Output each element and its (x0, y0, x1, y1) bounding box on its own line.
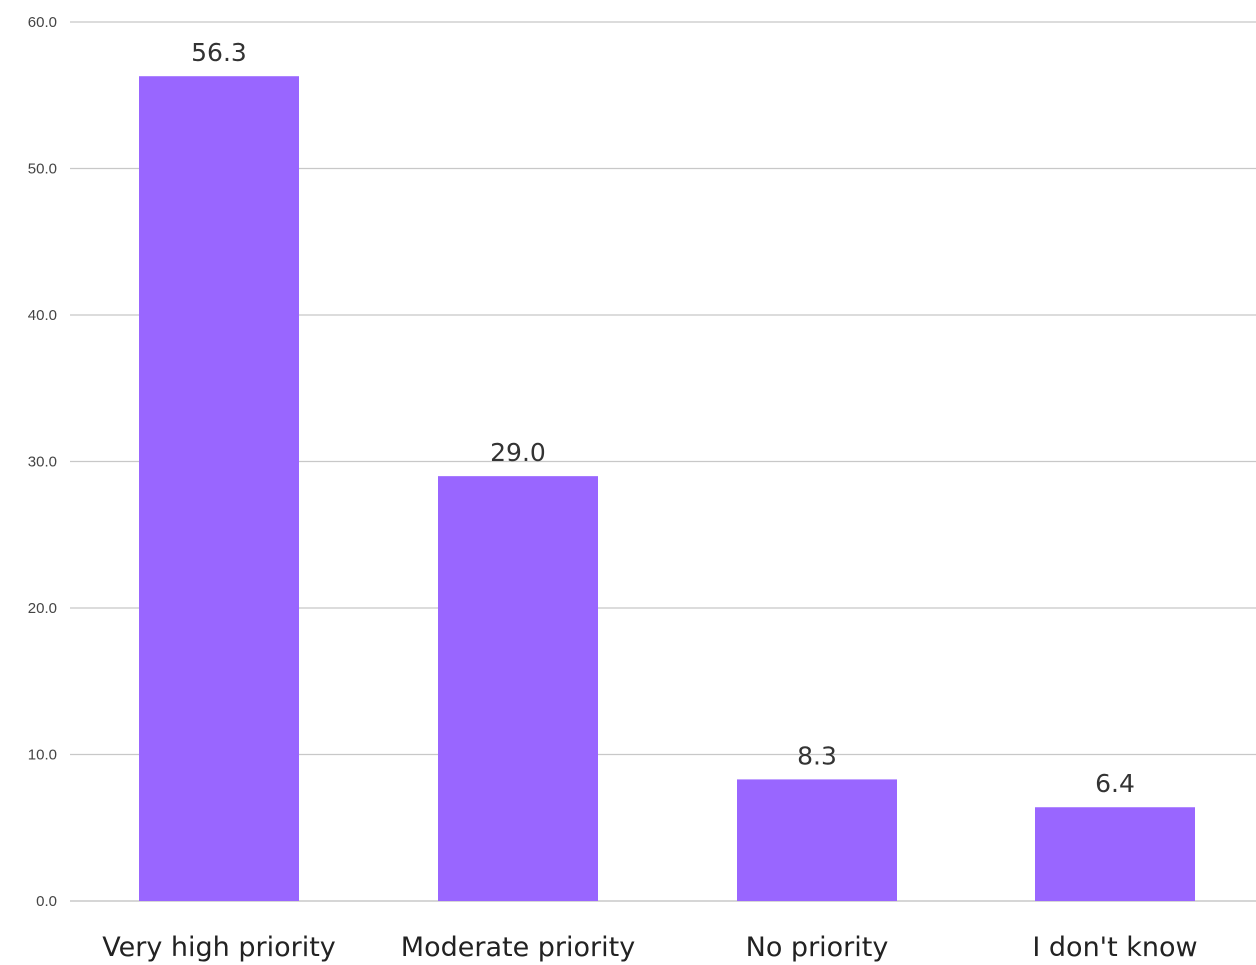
y-tick-label: 10.0 (28, 747, 57, 764)
data-label: 8.3 (797, 741, 837, 770)
bar (737, 779, 897, 901)
y-tick-label: 20.0 (28, 600, 57, 617)
y-tick-label: 30.0 (28, 454, 57, 471)
y-tick-label: 40.0 (28, 307, 57, 324)
y-tick-label: 50.0 (28, 161, 57, 178)
x-tick-label: I don't know (1032, 932, 1197, 963)
bar (1035, 807, 1195, 901)
bar (438, 476, 598, 901)
x-tick-label: No priority (746, 932, 889, 963)
y-axis-ticks: 0.0 10.0 20.0 30.0 40.0 50.0 60.0 (28, 14, 57, 910)
bars (139, 76, 1195, 901)
data-label: 56.3 (191, 38, 247, 67)
bar (139, 76, 299, 901)
y-tick-label: 0.0 (36, 893, 57, 910)
data-label: 6.4 (1095, 769, 1135, 798)
x-axis-ticks: Very high priority Moderate priority No pr… (102, 932, 1197, 963)
data-labels: 56.3 29.0 8.3 6.4 (191, 38, 1135, 798)
data-label: 29.0 (490, 438, 546, 467)
x-tick-label: Very high priority (102, 932, 336, 963)
x-tick-label: Moderate priority (401, 932, 635, 963)
y-tick-label: 60.0 (28, 14, 57, 31)
